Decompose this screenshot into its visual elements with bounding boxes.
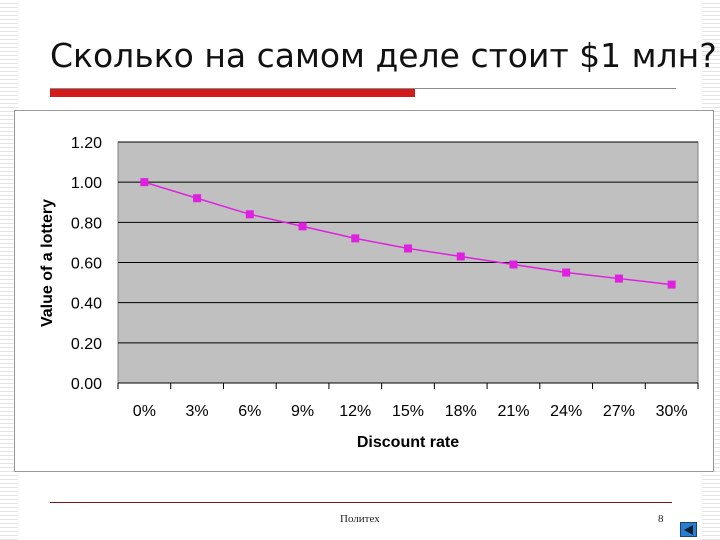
- footer-label: Политех: [340, 513, 380, 525]
- x-tick-label: 12%: [339, 403, 371, 420]
- y-tick-label: 1.00: [71, 175, 102, 192]
- y-tick-label: 1.20: [71, 135, 102, 152]
- x-tick-label: 30%: [656, 403, 688, 420]
- x-tick-label: 27%: [603, 403, 635, 420]
- x-tick-label: 9%: [291, 403, 314, 420]
- y-tick-label: 0.80: [71, 215, 102, 232]
- data-point: [140, 178, 149, 187]
- x-tick-label: 15%: [392, 403, 424, 420]
- series-markers: [140, 178, 676, 289]
- data-point: [667, 280, 676, 289]
- y-tick-label: 0.00: [71, 376, 102, 393]
- data-point: [509, 260, 518, 269]
- data-point: [614, 274, 623, 283]
- y-tick-label: 0.20: [71, 336, 102, 353]
- data-point: [351, 234, 360, 243]
- y-tick-label: 0.60: [71, 256, 102, 273]
- data-point: [245, 210, 254, 219]
- x-tick-label: 18%: [445, 403, 477, 420]
- page-number: 8: [658, 513, 664, 525]
- data-point: [562, 268, 571, 277]
- x-tick-label: 0%: [133, 403, 156, 420]
- y-tick-label: 0.40: [71, 296, 102, 313]
- footer-divider: [50, 502, 672, 503]
- title-accent-bar: [50, 89, 415, 97]
- title-underline: [50, 88, 676, 89]
- y-axis-label: Value of a lottery: [39, 199, 56, 327]
- y-axis-ticks: 0.00 0.20 0.40 0.60 0.80 1.00 1.20: [71, 135, 102, 393]
- x-tick-label: 21%: [497, 403, 529, 420]
- data-point: [456, 252, 465, 261]
- grid-lines: [118, 141, 698, 384]
- x-tick-label: 24%: [550, 403, 582, 420]
- x-axis-label: Discount rate: [357, 434, 459, 451]
- slide-title: Сколько на самом деле стоит $1 млн?: [50, 36, 717, 75]
- data-point: [298, 222, 307, 231]
- data-point: [404, 244, 412, 253]
- x-axis-ticks: 0% 3% 6% 9% 12% 15% 18% 21% 24% 27% 30%: [117, 383, 699, 420]
- x-tick-label: 6%: [238, 403, 261, 420]
- data-point: [193, 194, 202, 203]
- x-tick-label: 3%: [186, 403, 209, 420]
- back-arrow-icon[interactable]: [680, 522, 697, 537]
